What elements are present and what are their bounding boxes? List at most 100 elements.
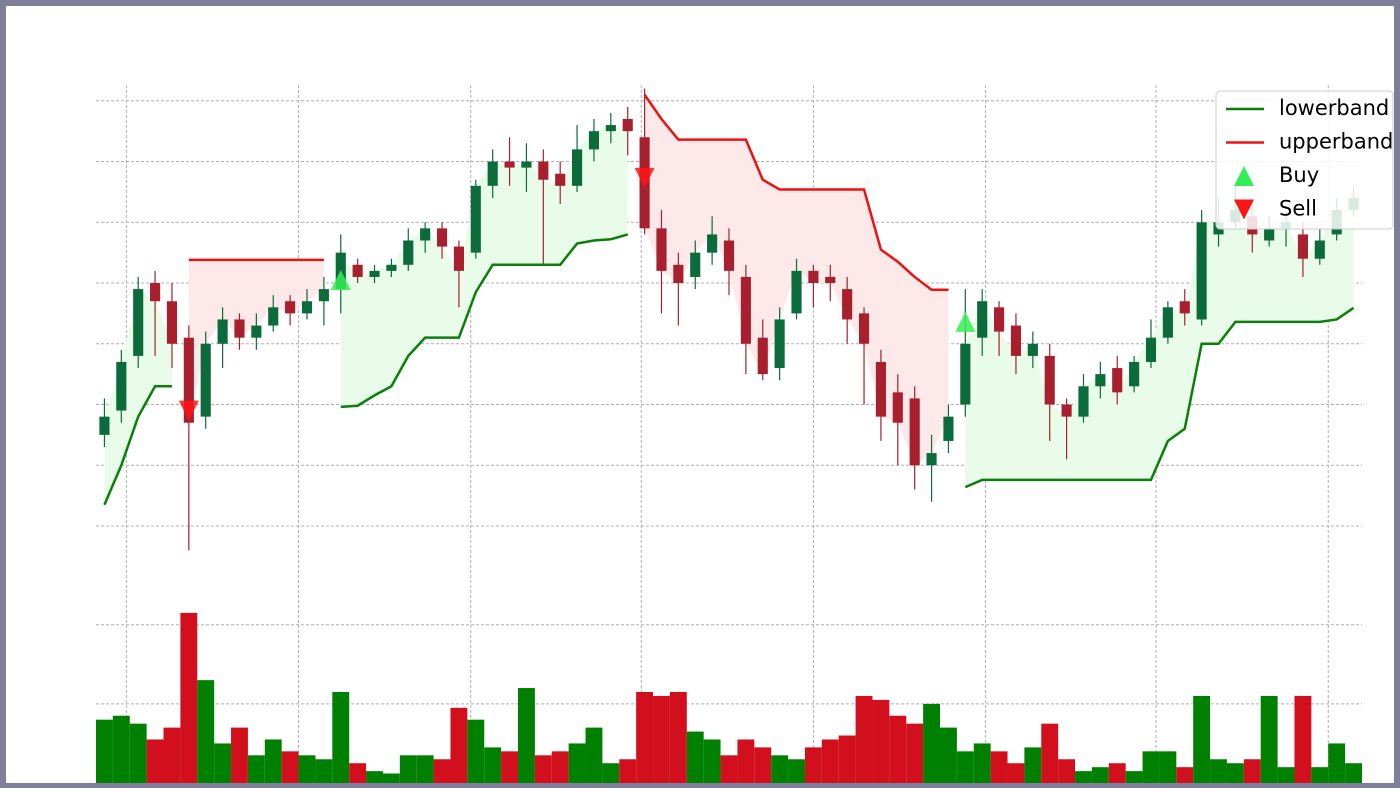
volume-bar xyxy=(96,719,113,783)
candle-body xyxy=(1196,222,1207,320)
candle-body xyxy=(487,161,498,186)
candle-body xyxy=(200,343,211,417)
band-fill xyxy=(644,94,949,466)
legend-label: upperband xyxy=(1279,130,1393,154)
volume-bar xyxy=(1243,759,1261,783)
candle-body xyxy=(977,301,988,338)
candle-body xyxy=(217,319,228,344)
volume-bar xyxy=(788,759,805,783)
candle-body xyxy=(369,270,380,277)
chart-frame: lowerband upperband Buy Sell xyxy=(6,6,1394,783)
candle-body xyxy=(1027,343,1038,356)
candle-body xyxy=(352,264,363,277)
candle-body xyxy=(791,270,802,314)
volume-bar xyxy=(146,739,164,783)
volume-bar xyxy=(720,755,738,783)
legend-label: Sell xyxy=(1279,197,1317,221)
candle-body xyxy=(251,325,262,338)
volume-bar xyxy=(940,727,957,783)
signal-marker xyxy=(955,311,976,332)
volume-bar xyxy=(804,747,822,783)
volume-bar xyxy=(1075,771,1092,783)
volume-bar xyxy=(973,743,991,783)
volume-bar xyxy=(214,743,232,783)
candle-body xyxy=(588,131,600,150)
legend: lowerband upperband Buy Sell xyxy=(1215,90,1394,230)
candle-body xyxy=(875,361,886,417)
volume-bar xyxy=(1041,723,1059,783)
volume-bar xyxy=(433,759,451,783)
candle-body xyxy=(555,173,566,186)
volume-bar xyxy=(450,707,468,783)
candle-body xyxy=(943,416,954,441)
volume-bar xyxy=(197,680,215,783)
volume-bar xyxy=(821,739,839,783)
candle-body xyxy=(1297,234,1308,259)
signal-marker xyxy=(178,400,199,421)
volume-bar xyxy=(180,612,198,783)
candle-body xyxy=(740,276,751,344)
volume-bar xyxy=(653,695,670,783)
candle-body xyxy=(1078,386,1089,417)
candle-body xyxy=(1044,355,1055,405)
volume-bar xyxy=(1260,695,1278,783)
volume-bar xyxy=(1058,759,1076,783)
legend-label: Buy xyxy=(1279,163,1319,187)
candle-body xyxy=(707,234,718,253)
volume-bar xyxy=(1125,771,1143,783)
volume-bar xyxy=(366,771,383,783)
candle-body xyxy=(622,119,633,132)
volume-bar xyxy=(231,727,248,783)
volume-bar xyxy=(247,755,265,783)
volume-bar xyxy=(669,692,687,783)
volume-bar xyxy=(129,723,147,783)
volume-bar xyxy=(332,692,350,783)
volume-bar xyxy=(889,715,907,783)
candle-body xyxy=(960,343,971,405)
volume-bar xyxy=(838,735,856,783)
volume-bar xyxy=(467,719,485,783)
candle-body xyxy=(994,307,1005,332)
volume-bar xyxy=(585,727,603,783)
candle-body xyxy=(673,264,684,284)
candle-body xyxy=(892,392,903,423)
candle-body xyxy=(234,319,245,338)
candle-body xyxy=(166,301,178,344)
candle-body xyxy=(825,276,836,284)
signal-marker xyxy=(330,269,351,290)
volume-bar xyxy=(1007,763,1025,783)
band-line xyxy=(188,94,949,291)
volume-bar xyxy=(399,755,417,783)
candle-body xyxy=(1314,240,1325,259)
candle-body xyxy=(538,161,549,180)
candle-body xyxy=(285,301,296,314)
candle-body xyxy=(268,307,279,326)
candle-body xyxy=(1112,368,1123,393)
candle-body xyxy=(453,246,464,271)
volume-bar xyxy=(923,703,940,783)
volume-bar xyxy=(956,751,974,783)
legend-swatch xyxy=(1234,166,1254,186)
candle-body xyxy=(470,185,481,253)
volume-bar xyxy=(1277,767,1295,783)
volume-bar xyxy=(602,763,620,783)
candle-body xyxy=(133,289,144,356)
band-line xyxy=(103,233,1355,506)
volume-bar xyxy=(281,751,299,783)
candle-body xyxy=(183,337,194,423)
candle-body xyxy=(1179,301,1190,314)
volume-bar xyxy=(1328,743,1346,783)
signal-marker xyxy=(634,167,655,188)
legend-swatch xyxy=(1234,199,1254,220)
volume-bar xyxy=(1024,747,1042,783)
volume-bar xyxy=(754,747,772,783)
volume-bar xyxy=(298,755,316,783)
candle-body xyxy=(1264,228,1275,241)
candle-body xyxy=(605,125,616,132)
volume-bar xyxy=(551,751,569,783)
candle-body xyxy=(757,337,768,375)
volume-bar xyxy=(163,727,181,783)
volume-bar xyxy=(1345,763,1362,783)
volume-bar xyxy=(315,759,333,783)
candle-body xyxy=(504,161,515,168)
